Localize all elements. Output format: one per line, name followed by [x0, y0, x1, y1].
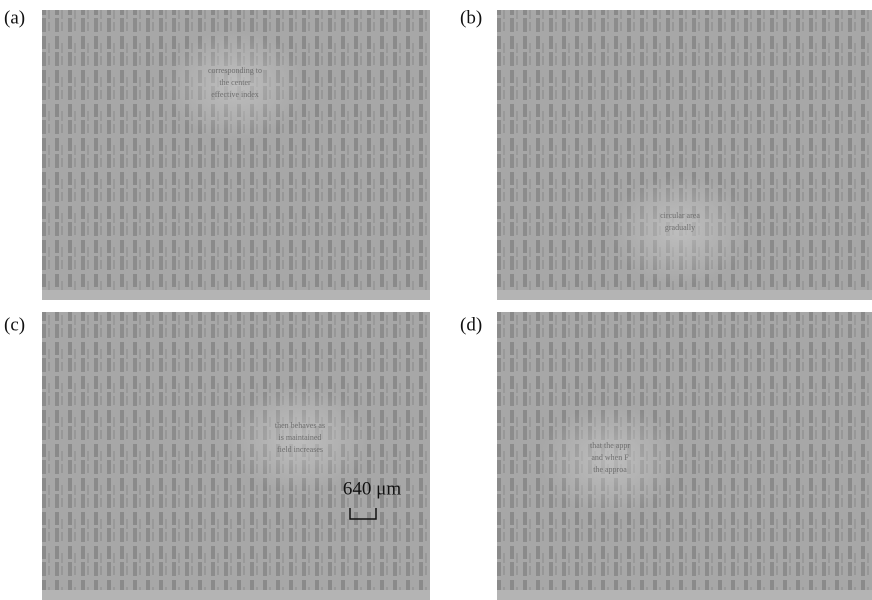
visible-text: gradually — [665, 223, 695, 232]
image-bottom-strip — [42, 590, 430, 600]
panel-label: (c) — [4, 314, 25, 335]
panel-label: (b) — [460, 7, 482, 28]
visible-text: and when F — [591, 453, 629, 462]
visible-text: the approa — [593, 465, 627, 474]
image-bottom-strip — [497, 290, 872, 300]
visible-text: then behaves as — [275, 421, 325, 430]
panel-label: (a) — [4, 7, 25, 28]
figure: (a) corresponding to the center effective i… — [0, 0, 872, 600]
visible-text: field increases — [277, 445, 323, 454]
visible-text: the center — [219, 78, 251, 87]
scale-bar-label: 640 μm — [343, 478, 401, 499]
visible-text: corresponding to — [208, 66, 262, 75]
panel-label: (d) — [460, 314, 482, 335]
visible-text: that the appr — [590, 441, 630, 450]
image-bottom-strip — [42, 290, 430, 300]
visible-text: circular area — [660, 211, 700, 220]
image-bottom-strip — [497, 590, 872, 600]
visible-text: effective index — [211, 90, 259, 99]
visible-text: is maintained — [279, 433, 322, 442]
